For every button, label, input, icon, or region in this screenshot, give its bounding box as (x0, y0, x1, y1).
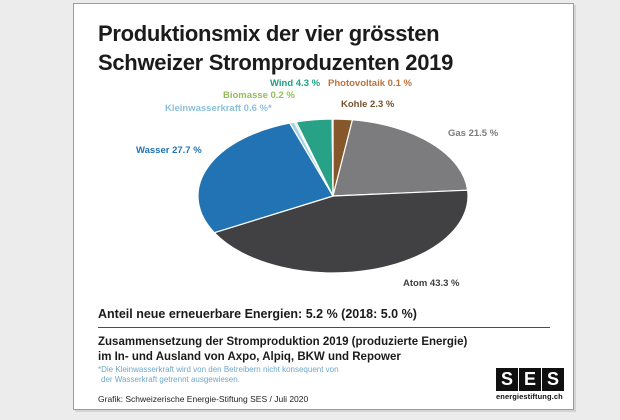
footnote-line-2: der Wasserkraft getrennt ausgewiesen. (101, 375, 240, 384)
pie-slice-wasser (197, 122, 334, 234)
pie-slice-photovoltaik (331, 118, 334, 197)
ses-logo-domain: energiestiftung.ch (496, 392, 563, 401)
pie-slice-gas (332, 119, 469, 197)
ses-logo-letter-e: E (519, 368, 541, 391)
ses-logo-letterboxes: S E S (496, 368, 565, 391)
pie-label-photovoltaik: Photovoltaik 0.1 % (328, 78, 412, 89)
page-title: Produktionsmix der vier grössten Schweiz… (98, 19, 453, 77)
pie-label-kohle: Kohle 2.3 % (341, 99, 395, 110)
pie-label-gas: Gas 21.5 % (448, 128, 499, 139)
description-line-1: Zusammensetzung der Stromproduktion 2019… (98, 336, 468, 348)
pie-label-atom: Atom 43.3 % (403, 278, 460, 289)
pie-label-wind: Wind 4.3 % (270, 78, 321, 89)
ses-logo-letter-s2: S (542, 368, 564, 391)
credit-line: Grafik: Schweizerische Energie-Stiftung … (98, 394, 309, 404)
ses-logo: S E S energiestiftung.ch (496, 368, 565, 401)
pie-label-kleinwasserkraft: Kleinwasserkraft 0.6 %* (165, 103, 272, 114)
pie-chart (197, 118, 469, 274)
asterisk-footnote: *Die Kleinwasserkraft wird von den Betre… (98, 365, 339, 385)
ses-logo-letter-s1: S (496, 368, 518, 391)
footnote-line-1: *Die Kleinwasserkraft wird von den Betre… (98, 365, 339, 374)
infographic-card: Produktionsmix der vier grössten Schweiz… (73, 3, 574, 410)
pie-label-biomasse: Biomasse 0.2 % (223, 90, 295, 101)
summary-label: Anteil neue erneuerbare Energien: (98, 307, 303, 321)
description-line-2: im In- und Ausland von Axpo, Alpiq, BKW … (98, 351, 401, 363)
pie-slice-atom (213, 189, 469, 274)
summary-value: 5.2 % (2018: 5.0 %) (305, 307, 417, 321)
title-line-1: Produktionsmix der vier grössten (98, 21, 440, 46)
summary-line: Anteil neue erneuerbare Energien: 5.2 % … (98, 307, 417, 321)
title-line-2: Schweizer Stromproduzenten 2019 (98, 50, 454, 75)
pie-label-wasser: Wasser 27.7 % (136, 145, 202, 156)
chart-description: Zusammensetzung der Stromproduktion 2019… (98, 335, 467, 365)
divider-line (98, 327, 550, 328)
